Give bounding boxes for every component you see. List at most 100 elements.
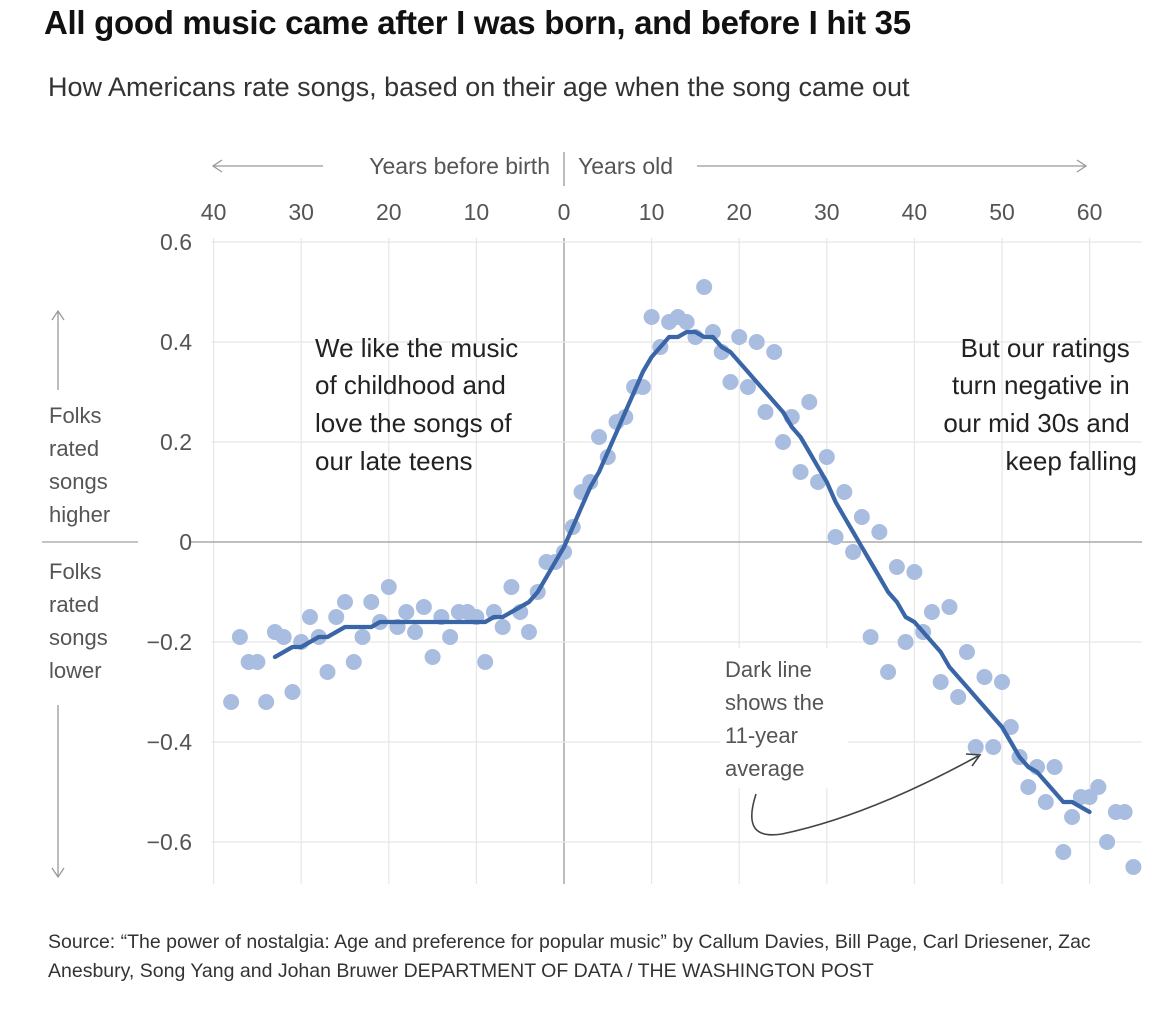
data-point: [477, 654, 494, 670]
y-tick-label: 0.6: [160, 229, 192, 255]
note-pointer-arrow: [751, 755, 979, 836]
annotation-left-line: our late teens: [315, 446, 473, 476]
data-point: [748, 334, 765, 350]
data-point: [722, 374, 739, 390]
data-point: [845, 544, 862, 560]
xlabel-right: Years old: [578, 153, 673, 179]
x-tick-label: 30: [288, 199, 314, 225]
y-tick-label: −0.2: [147, 629, 192, 655]
data-point: [275, 629, 292, 645]
source-text: Source: “The power of nostalgia: Age and…: [48, 931, 1091, 982]
data-point: [1116, 804, 1133, 820]
data-point: [950, 689, 967, 705]
data-point: [958, 644, 975, 660]
y-tick-label: −0.4: [147, 729, 193, 755]
y-tick-label: 0.2: [160, 429, 192, 455]
data-point: [941, 599, 958, 615]
ylabel-top-line: Folks: [49, 403, 102, 428]
annotation-right-line: keep falling: [1005, 446, 1137, 476]
data-point: [1037, 794, 1054, 810]
annotation-left-line: of childhood and: [315, 370, 506, 400]
x-tick-label: 20: [376, 199, 402, 225]
y-tick-label: −0.6: [147, 829, 192, 855]
x-tick-label: 30: [814, 199, 840, 225]
annotation-right-line: our mid 30s and: [943, 408, 1129, 438]
annotation-right: But our ratings turn negative in our mid…: [943, 333, 1137, 476]
x-tick-label: 50: [989, 199, 1015, 225]
data-point: [976, 669, 993, 685]
line-note-text: 11-year: [725, 723, 798, 748]
note-pointer-arrow-head-icon: [965, 753, 982, 767]
source-credit: Department of Data / The Washington Post: [403, 960, 874, 982]
data-point: [862, 629, 879, 645]
data-point: [494, 619, 511, 635]
data-point: [643, 309, 660, 325]
data-point: [766, 344, 783, 360]
ylabel-bottom: Folks rated songs lower: [49, 559, 114, 683]
data-point: [258, 694, 275, 710]
data-point: [328, 609, 345, 625]
data-point: [354, 629, 371, 645]
data-point: [407, 624, 424, 640]
data-point: [836, 484, 853, 500]
data-point: [1125, 859, 1142, 875]
data-point: [1099, 834, 1116, 850]
annotation-left-line: We like the music: [315, 333, 518, 363]
chart-subtitle: How Americans rate songs, based on their…: [48, 72, 910, 102]
data-point: [520, 624, 537, 640]
data-point: [1020, 779, 1037, 795]
x-tick-labels: 40 30 20 10 0 10 20 30 40 50 60: [201, 199, 1103, 225]
data-point: [775, 434, 791, 450]
chart: Years before birth Years old 40 30 20 10 0 10…: [42, 152, 1142, 884]
data-point: [897, 634, 914, 650]
ylabel-top: Folks rated songs higher: [49, 403, 114, 527]
x-tick-label: 60: [1077, 199, 1103, 225]
data-point: [223, 694, 240, 710]
data-point: [363, 594, 380, 610]
data-point: [398, 604, 415, 620]
line-note-text: Dark line: [725, 657, 812, 682]
data-points: [223, 279, 1142, 875]
data-point: [301, 609, 318, 625]
y-tick-label: 0: [179, 529, 192, 555]
data-point: [994, 674, 1010, 690]
data-point: [985, 739, 1002, 755]
data-point: [932, 674, 949, 690]
data-point: [818, 449, 835, 465]
x-tick-label: 0: [558, 199, 571, 225]
annotation-right-line: But our ratings: [961, 333, 1130, 363]
x-tick-label: 10: [464, 199, 490, 225]
data-point: [345, 654, 362, 670]
ylabel-bottom-line: rated: [49, 592, 99, 617]
data-point: [1064, 809, 1081, 825]
data-point: [853, 509, 870, 525]
left-arrow-head-icon: [211, 159, 223, 173]
data-point: [442, 629, 459, 645]
data-point: [696, 279, 713, 295]
xlabel-left: Years before birth: [369, 153, 550, 179]
data-point: [1090, 779, 1107, 795]
gridlines: [190, 238, 1142, 884]
ylabel-top-line: rated: [49, 436, 99, 461]
data-point: [424, 649, 441, 665]
data-point: [337, 594, 353, 610]
data-point: [1046, 759, 1063, 775]
x-tick-label: 40: [201, 199, 227, 225]
data-point: [319, 664, 336, 680]
average-line: [272, 329, 1092, 815]
line-note-text: shows the: [725, 690, 824, 715]
y-tick-label: 0.4: [160, 329, 192, 355]
data-point: [380, 579, 397, 595]
annotation-left: We like the music of childhood and love …: [315, 333, 526, 476]
ylabel-bottom-line: songs: [49, 625, 108, 650]
data-point: [827, 529, 844, 545]
x-tick-label: 10: [639, 199, 665, 225]
ylabel-top-line: songs: [49, 469, 108, 494]
data-point: [923, 604, 940, 620]
data-point: [231, 629, 248, 645]
annotation-line-note: Dark line shows the 11-year average: [725, 657, 830, 781]
data-point: [415, 599, 432, 615]
data-point: [792, 464, 809, 480]
annotation-left-line: love the songs of: [315, 408, 512, 438]
data-point: [739, 379, 756, 395]
